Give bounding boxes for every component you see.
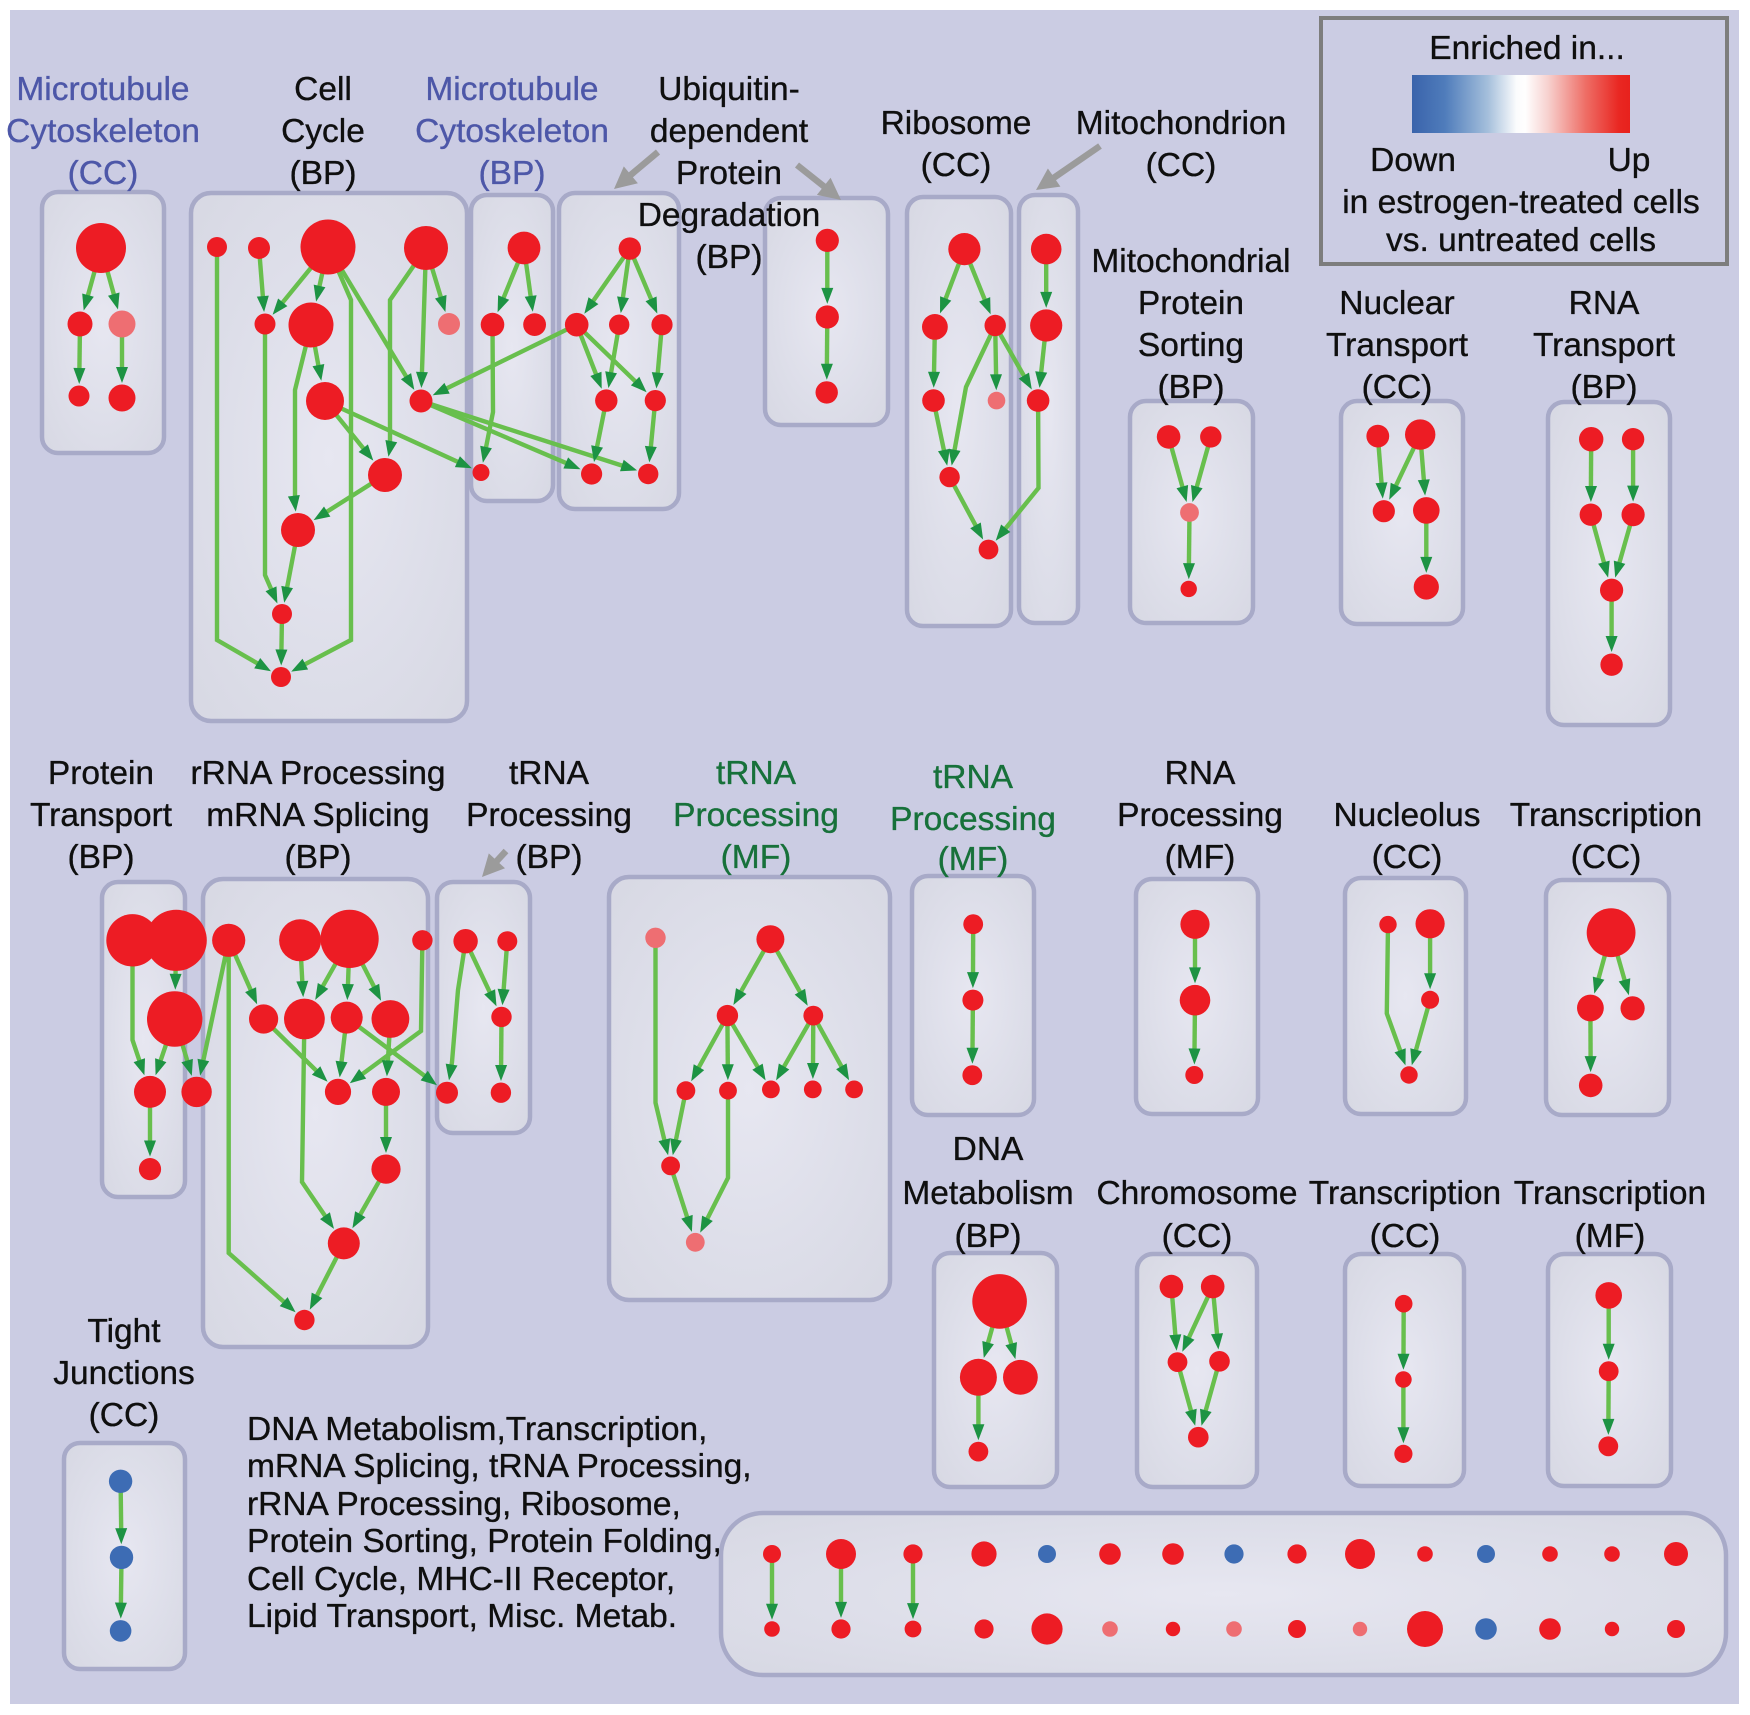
svg-text:Processing: Processing xyxy=(673,797,839,834)
svg-text:Transcription: Transcription xyxy=(1309,1175,1501,1212)
svg-text:Protein: Protein xyxy=(676,155,782,192)
svg-text:Microtubule: Microtubule xyxy=(16,71,189,108)
svg-text:(MF): (MF) xyxy=(721,839,792,876)
svg-text:Tight: Tight xyxy=(87,1313,161,1350)
svg-text:Metabolism: Metabolism xyxy=(902,1175,1073,1212)
svg-text:RNA: RNA xyxy=(1569,285,1640,322)
svg-text:Nucleolus: Nucleolus xyxy=(1333,797,1480,834)
svg-text:(MF): (MF) xyxy=(1575,1218,1646,1255)
svg-text:Processing: Processing xyxy=(466,797,632,834)
svg-text:Mitochondrion: Mitochondrion xyxy=(1076,105,1286,142)
svg-text:Transcription: Transcription xyxy=(1514,1175,1706,1212)
svg-text:Down: Down xyxy=(1370,142,1456,179)
svg-text:Cycle: Cycle xyxy=(281,113,365,150)
svg-text:Junctions: Junctions xyxy=(53,1355,195,1392)
svg-text:Protein: Protein xyxy=(48,755,154,792)
svg-text:Nuclear: Nuclear xyxy=(1339,285,1454,322)
svg-text:(CC): (CC) xyxy=(89,1397,160,1434)
svg-text:(BP): (BP) xyxy=(479,155,546,192)
svg-text:Cytoskeleton: Cytoskeleton xyxy=(415,113,609,150)
svg-text:Processing: Processing xyxy=(1117,797,1283,834)
svg-text:(CC): (CC) xyxy=(1571,839,1642,876)
svg-text:Sorting: Sorting xyxy=(1138,327,1244,364)
svg-text:(BP): (BP) xyxy=(285,839,352,876)
svg-text:rRNA Processing, Ribosome,: rRNA Processing, Ribosome, xyxy=(247,1486,681,1523)
svg-text:Ubiquitin-: Ubiquitin- xyxy=(658,71,800,108)
svg-text:tRNA: tRNA xyxy=(509,755,590,792)
svg-text:(BP): (BP) xyxy=(696,239,763,276)
svg-text:DNA: DNA xyxy=(953,1131,1024,1168)
svg-text:Mitochondrial: Mitochondrial xyxy=(1091,243,1290,280)
svg-text:(CC): (CC) xyxy=(1146,147,1217,184)
svg-text:vs. untreated cells: vs. untreated cells xyxy=(1386,222,1656,259)
svg-text:mRNA Splicing, tRNA Processing: mRNA Splicing, tRNA Processing, xyxy=(247,1448,752,1485)
svg-text:Cell Cycle, MHC-II Receptor,: Cell Cycle, MHC-II Receptor, xyxy=(247,1561,675,1598)
svg-text:dependent: dependent xyxy=(650,113,809,150)
svg-text:(BP): (BP) xyxy=(1571,369,1638,406)
svg-text:(BP): (BP) xyxy=(1158,369,1225,406)
svg-text:rRNA Processing: rRNA Processing xyxy=(190,755,445,792)
svg-text:(BP): (BP) xyxy=(955,1218,1022,1255)
svg-text:(BP): (BP) xyxy=(516,839,583,876)
svg-text:Microtubule: Microtubule xyxy=(425,71,598,108)
svg-text:Cytoskeleton: Cytoskeleton xyxy=(6,113,200,150)
svg-text:Enriched in...: Enriched in... xyxy=(1429,30,1625,67)
svg-text:DNA Metabolism,Transcription,: DNA Metabolism,Transcription, xyxy=(247,1411,707,1448)
svg-text:Chromosome: Chromosome xyxy=(1096,1175,1297,1212)
svg-text:Cell: Cell xyxy=(294,71,352,108)
svg-text:mRNA Splicing: mRNA Splicing xyxy=(206,797,429,834)
svg-text:(BP): (BP) xyxy=(290,155,357,192)
svg-text:(CC): (CC) xyxy=(921,147,992,184)
svg-text:Processing: Processing xyxy=(890,801,1056,838)
svg-text:tRNA: tRNA xyxy=(716,755,797,792)
svg-text:Lipid Transport, Misc. Metab.: Lipid Transport, Misc. Metab. xyxy=(247,1598,677,1635)
svg-text:Transport: Transport xyxy=(1326,327,1469,364)
svg-text:(CC): (CC) xyxy=(1372,839,1443,876)
svg-text:Transport: Transport xyxy=(30,797,173,834)
svg-text:Protein: Protein xyxy=(1138,285,1244,322)
svg-text:(BP): (BP) xyxy=(68,839,135,876)
svg-text:(CC): (CC) xyxy=(1370,1218,1441,1255)
svg-text:(CC): (CC) xyxy=(68,155,139,192)
svg-text:(CC): (CC) xyxy=(1162,1218,1233,1255)
svg-text:in estrogen-treated cells: in estrogen-treated cells xyxy=(1342,184,1700,221)
svg-text:tRNA: tRNA xyxy=(933,759,1014,796)
svg-text:Transport: Transport xyxy=(1533,327,1676,364)
svg-text:RNA: RNA xyxy=(1165,755,1236,792)
svg-text:(MF): (MF) xyxy=(938,841,1009,878)
svg-text:Degradation: Degradation xyxy=(638,197,821,234)
svg-text:Protein Sorting, Protein Foldi: Protein Sorting, Protein Folding, xyxy=(247,1523,722,1560)
svg-text:Ribosome: Ribosome xyxy=(881,105,1032,142)
svg-text:(CC): (CC) xyxy=(1362,369,1433,406)
svg-text:Transcription: Transcription xyxy=(1510,797,1702,834)
svg-text:(MF): (MF) xyxy=(1165,839,1236,876)
svg-text:Up: Up xyxy=(1608,142,1651,179)
